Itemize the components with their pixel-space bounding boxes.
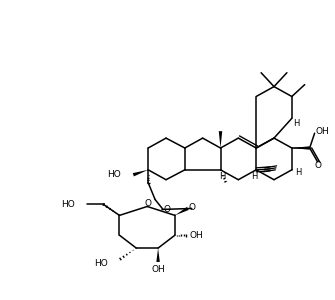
Polygon shape <box>219 131 222 148</box>
Text: HO: HO <box>94 260 108 268</box>
Text: H: H <box>293 119 300 128</box>
Polygon shape <box>292 146 310 150</box>
Polygon shape <box>156 248 160 262</box>
Text: H: H <box>295 168 302 177</box>
Text: OH: OH <box>190 231 204 240</box>
Polygon shape <box>133 170 148 176</box>
Text: HO: HO <box>61 200 75 209</box>
Polygon shape <box>175 207 189 215</box>
Text: O: O <box>163 205 171 214</box>
Text: O: O <box>145 199 152 208</box>
Text: O: O <box>314 161 321 170</box>
Text: HO: HO <box>107 170 121 179</box>
Text: H: H <box>219 172 226 181</box>
Text: OH: OH <box>316 127 329 136</box>
Text: OH: OH <box>151 266 165 274</box>
Text: O: O <box>188 203 195 212</box>
Text: H: H <box>251 172 257 181</box>
